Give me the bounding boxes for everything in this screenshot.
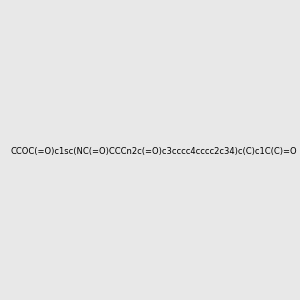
- Text: CCOC(=O)c1sc(NC(=O)CCCn2c(=O)c3cccc4cccc2c34)c(C)c1C(C)=O: CCOC(=O)c1sc(NC(=O)CCCn2c(=O)c3cccc4cccc…: [11, 147, 297, 156]
